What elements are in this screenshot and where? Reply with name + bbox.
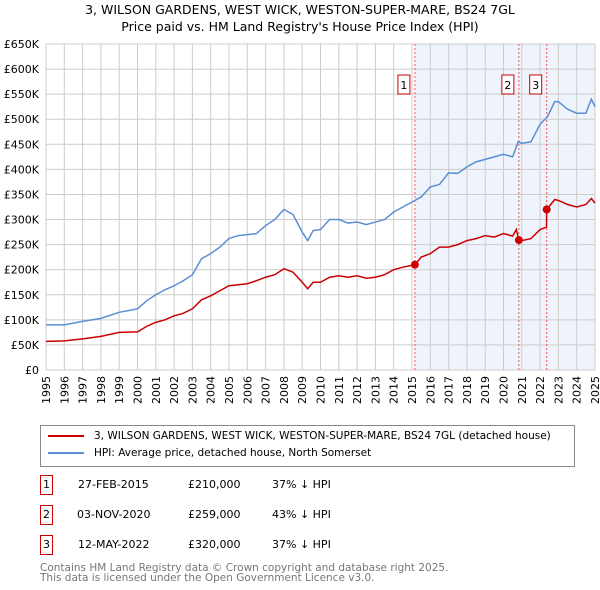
sale-marker-box <box>397 74 411 95</box>
sale-point <box>410 260 419 269</box>
x-tick-label: 2012 <box>351 376 364 404</box>
x-tick-label: 2018 <box>461 376 474 404</box>
y-tick-label: £550K <box>4 88 40 101</box>
sale-marker-box <box>529 74 543 95</box>
x-tick-label: 2006 <box>241 376 254 404</box>
sale-date: 03-NOV-2020 <box>77 508 151 521</box>
sale-marker-box: 3 <box>40 535 53 555</box>
y-tick-label: £0 <box>25 364 39 377</box>
x-tick-label: 2016 <box>424 376 437 404</box>
sale-hpi: 37% ↓ HPI <box>272 538 331 551</box>
x-tick-label: 2020 <box>498 376 511 404</box>
y-tick-label: £600K <box>4 63 40 76</box>
sale-marker-label: 3 <box>532 79 539 92</box>
sale-marker-box: 2 <box>40 505 53 525</box>
x-tick-label: 2017 <box>443 376 456 404</box>
y-tick-label: £300K <box>4 214 40 227</box>
y-tick-label: £100K <box>4 314 40 327</box>
x-tick-label: 2014 <box>388 376 401 404</box>
price-chart: 1995 1996 1997 1998 1999 2000 2001 2002 2003 2004… <box>4 38 600 404</box>
x-tick-label: 2024 <box>571 376 584 404</box>
sale-point <box>542 205 551 214</box>
x-tick-label: 2002 <box>168 376 181 404</box>
sale-date: 12-MAY-2022 <box>78 538 150 551</box>
series-line <box>46 97 596 326</box>
sale-marker-box: 1 <box>40 475 53 495</box>
y-tick-label: £650K <box>4 38 40 51</box>
y-tick-label: £400K <box>4 163 40 176</box>
x-tick-label: 1997 <box>77 376 90 404</box>
sale-marker-label: 1 <box>400 79 407 92</box>
x-tick-label: 2000 <box>132 376 145 404</box>
x-tick-label: 2019 <box>479 376 492 404</box>
footer-line: This data is licensed under the Open Gov… <box>40 572 375 584</box>
x-tick-label: 2008 <box>278 376 291 404</box>
y-tick-label: £350K <box>4 188 40 201</box>
sale-point <box>514 236 523 245</box>
shaded-region <box>414 44 595 370</box>
sale-row: 2 03-NOV-2020 £259,000 43% ↓ HPI <box>40 505 440 525</box>
x-tick-label: 2010 <box>315 376 328 404</box>
x-tick-label: 2015 <box>406 376 419 404</box>
legend-label-hpi: HPI: Average price, detached house, Nort… <box>94 447 372 459</box>
y-tick-label: £150K <box>4 289 40 302</box>
sale-price: £210,000 <box>188 478 241 491</box>
x-tick-label: 2009 <box>296 376 309 404</box>
legend-blue-line <box>48 452 84 454</box>
footer-line: Contains HM Land Registry data © Crown c… <box>40 562 449 574</box>
x-tick-label: 2011 <box>333 376 346 404</box>
x-tick-label: 2005 <box>223 376 236 404</box>
legend: 3, WILSON GARDENS, WEST WICK, WESTON-SUP… <box>40 425 575 467</box>
x-tick-label: 2023 <box>552 376 565 404</box>
x-tick-label: 1996 <box>58 376 71 404</box>
x-tick-label: 1995 <box>40 376 53 404</box>
x-tick-label: 2013 <box>369 376 382 404</box>
chart-title: 3, WILSON GARDENS, WEST WICK, WESTON-SUP… <box>85 2 515 17</box>
y-tick-label: £250K <box>4 239 40 252</box>
series-line <box>45 197 596 343</box>
sale-marker-label: 2 <box>504 79 511 92</box>
legend-red-line <box>48 435 84 437</box>
sale-price: £320,000 <box>188 538 241 551</box>
sale-marker-box <box>501 74 515 95</box>
y-tick-label: £450K <box>4 138 40 151</box>
chart-subtitle: Price paid vs. HM Land Registry's House … <box>121 19 479 34</box>
sale-hpi: 37% ↓ HPI <box>272 478 331 491</box>
sale-row: 3 12-MAY-2022 £320,000 37% ↓ HPI <box>40 535 440 555</box>
x-tick-label: 2021 <box>516 376 529 404</box>
x-tick-label: 1999 <box>113 376 126 404</box>
x-tick-label: 2025 <box>589 376 600 404</box>
x-tick-label: 1998 <box>95 376 108 404</box>
y-tick-label: £200K <box>4 264 40 277</box>
x-tick-label: 2004 <box>205 376 218 404</box>
x-tick-label: 2001 <box>150 376 163 404</box>
sale-row: 1 27-FEB-2015 £210,000 37% ↓ HPI <box>40 475 440 495</box>
x-tick-label: 2022 <box>534 376 547 404</box>
x-tick-label: 2003 <box>186 376 199 404</box>
legend-label-property: 3, WILSON GARDENS, WEST WICK, WESTON-SUP… <box>94 430 551 442</box>
sale-date: 27-FEB-2015 <box>78 478 149 491</box>
y-tick-label: £500K <box>4 113 40 126</box>
x-tick-label: 2007 <box>260 376 273 404</box>
y-tick-label: £50K <box>11 339 40 352</box>
footer: Contains HM Land Registry data © Crown c… <box>40 562 449 584</box>
sale-price: £259,000 <box>188 508 241 521</box>
sale-hpi: 43% ↓ HPI <box>272 508 331 521</box>
